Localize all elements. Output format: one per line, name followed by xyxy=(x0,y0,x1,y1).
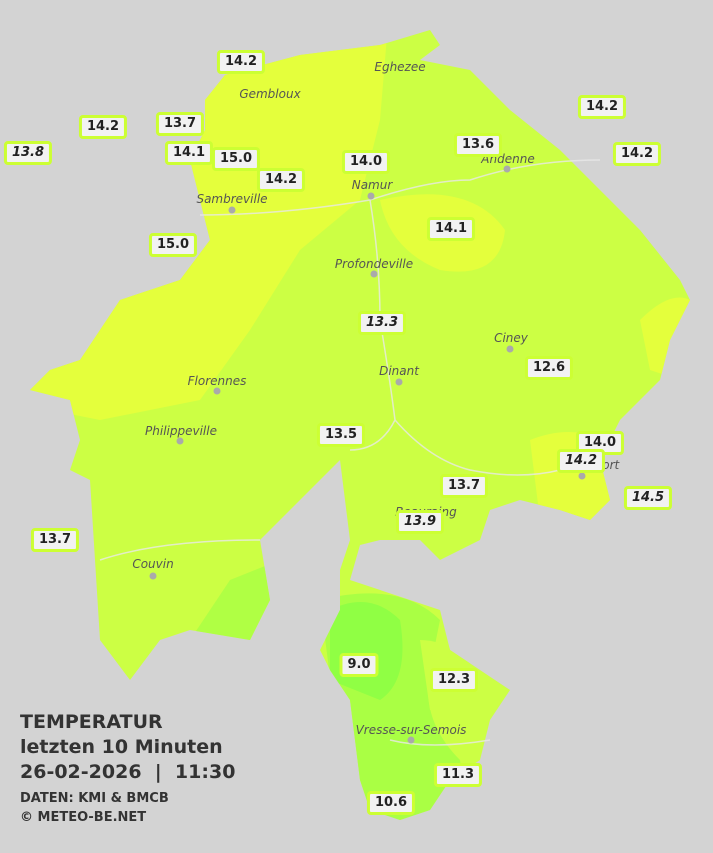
rivers xyxy=(99,159,601,746)
subtitle: letzten 10 Minuten xyxy=(20,736,223,758)
station-label: 13.6 xyxy=(453,133,503,157)
town-name: Eghezee xyxy=(374,60,426,74)
title: TEMPERATUR xyxy=(20,711,163,733)
town-name: Gembloux xyxy=(239,87,301,101)
station-label: 13.8 xyxy=(3,141,53,165)
station-label: 11.3 xyxy=(433,763,483,787)
station-label: 14.2 xyxy=(256,168,306,192)
station-label: 13.9 xyxy=(395,510,445,534)
station-label: 13.7 xyxy=(439,474,489,498)
station-label: 14.2 xyxy=(577,95,627,119)
town-name: Namur xyxy=(351,178,393,192)
source: DATEN: KMI & BMCB xyxy=(20,791,169,806)
town-dot xyxy=(503,165,511,173)
town-name: Vresse-sur-Semois xyxy=(355,723,467,737)
town-dot xyxy=(213,387,221,395)
station-label: 14.0 xyxy=(341,150,391,174)
town-dot xyxy=(149,572,157,580)
town-dot xyxy=(176,437,184,445)
town-dot xyxy=(395,378,403,386)
town-name: Sambreville xyxy=(196,192,268,206)
station-label: 14.1 xyxy=(426,217,476,241)
town-name: Philippeville xyxy=(145,424,217,438)
station-label: 12.6 xyxy=(524,356,574,380)
station-label: 13.7 xyxy=(155,112,205,136)
datetime: 26-02-2026 | 11:30 xyxy=(20,761,236,783)
town-name: Dinant xyxy=(379,364,419,378)
town-dot xyxy=(506,345,514,353)
station-label: 12.3 xyxy=(429,668,479,692)
town-name: Florennes xyxy=(187,374,247,388)
station-label: 14.2 xyxy=(216,50,266,74)
town-dot xyxy=(370,270,378,278)
station-label: 13.7 xyxy=(30,528,80,552)
station-label: 14.1 xyxy=(164,141,214,165)
town-dot xyxy=(367,192,375,200)
station-label: 14.2 xyxy=(612,142,662,166)
station-label: 15.0 xyxy=(148,233,198,257)
town-name: Couvin xyxy=(132,557,174,571)
station-label: 14.5 xyxy=(623,486,673,510)
town-name: Profondeville xyxy=(334,257,414,271)
station-label: 13.5 xyxy=(316,423,366,447)
town-dot xyxy=(578,472,586,480)
town-dot xyxy=(407,736,415,744)
copyright: © METEO-BE.NET xyxy=(20,810,147,825)
station-label: 15.0 xyxy=(211,147,261,171)
station-label: 13.3 xyxy=(357,311,407,335)
town-dot xyxy=(228,206,236,214)
station-label: 10.6 xyxy=(366,791,416,815)
station-label: 14.2 xyxy=(556,449,606,473)
town-name: Ciney xyxy=(494,331,528,345)
station-label: 14.2 xyxy=(78,115,128,139)
station-label: 9.0 xyxy=(339,653,379,677)
